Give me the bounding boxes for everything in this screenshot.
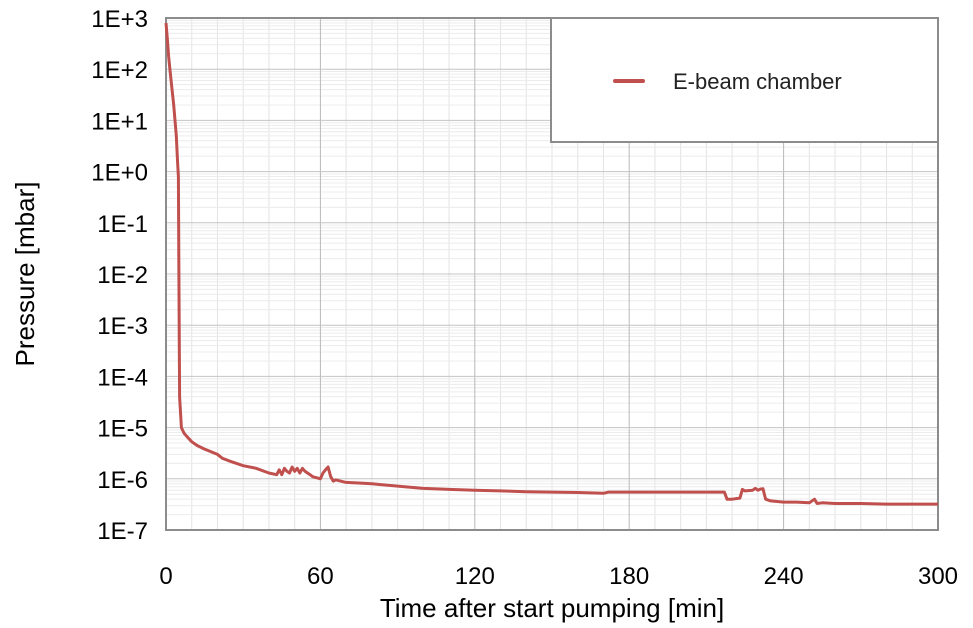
x-tick-labels: 0 60 120 180 240 300: [159, 563, 958, 590]
y-tick-label: 1E-2: [97, 262, 148, 289]
y-tick-label: 1E-4: [97, 364, 148, 391]
y-tick-label: 1E+3: [91, 6, 148, 33]
x-tick-label: 0: [159, 563, 172, 590]
y-tick-labels: 1E+3 1E+2 1E+1 1E+0 1E-1 1E-2 1E-3 1E-4 1E-5 1E-6…: [91, 6, 148, 545]
y-tick-label: 1E-3: [97, 313, 148, 340]
series-line-0: [164, 22, 938, 506]
legend-label-e-beam-chamber: E-beam chamber: [673, 69, 842, 94]
y-tick-label: 1E-6: [97, 467, 148, 494]
x-tick-label: 180: [609, 563, 649, 590]
x-tick-label: 300: [918, 563, 958, 590]
x-tick-label: 60: [307, 563, 334, 590]
series-layer: [164, 22, 938, 506]
x-tick-label: 240: [764, 563, 804, 590]
legend: E-beam chamber: [550, 17, 939, 143]
y-tick-label: 1E+2: [91, 57, 148, 84]
x-axis-title: Time after start pumping [min]: [380, 593, 724, 623]
y-axis-title: Pressure [mbar]: [10, 182, 40, 367]
y-tick-label: 1E-5: [97, 416, 148, 443]
y-tick-label: 1E-7: [97, 518, 148, 545]
y-tick-label: 1E-1: [97, 211, 148, 238]
x-tick-label: 120: [455, 563, 495, 590]
y-tick-label: 1E+1: [91, 108, 148, 135]
y-tick-label: 1E+0: [91, 160, 148, 187]
